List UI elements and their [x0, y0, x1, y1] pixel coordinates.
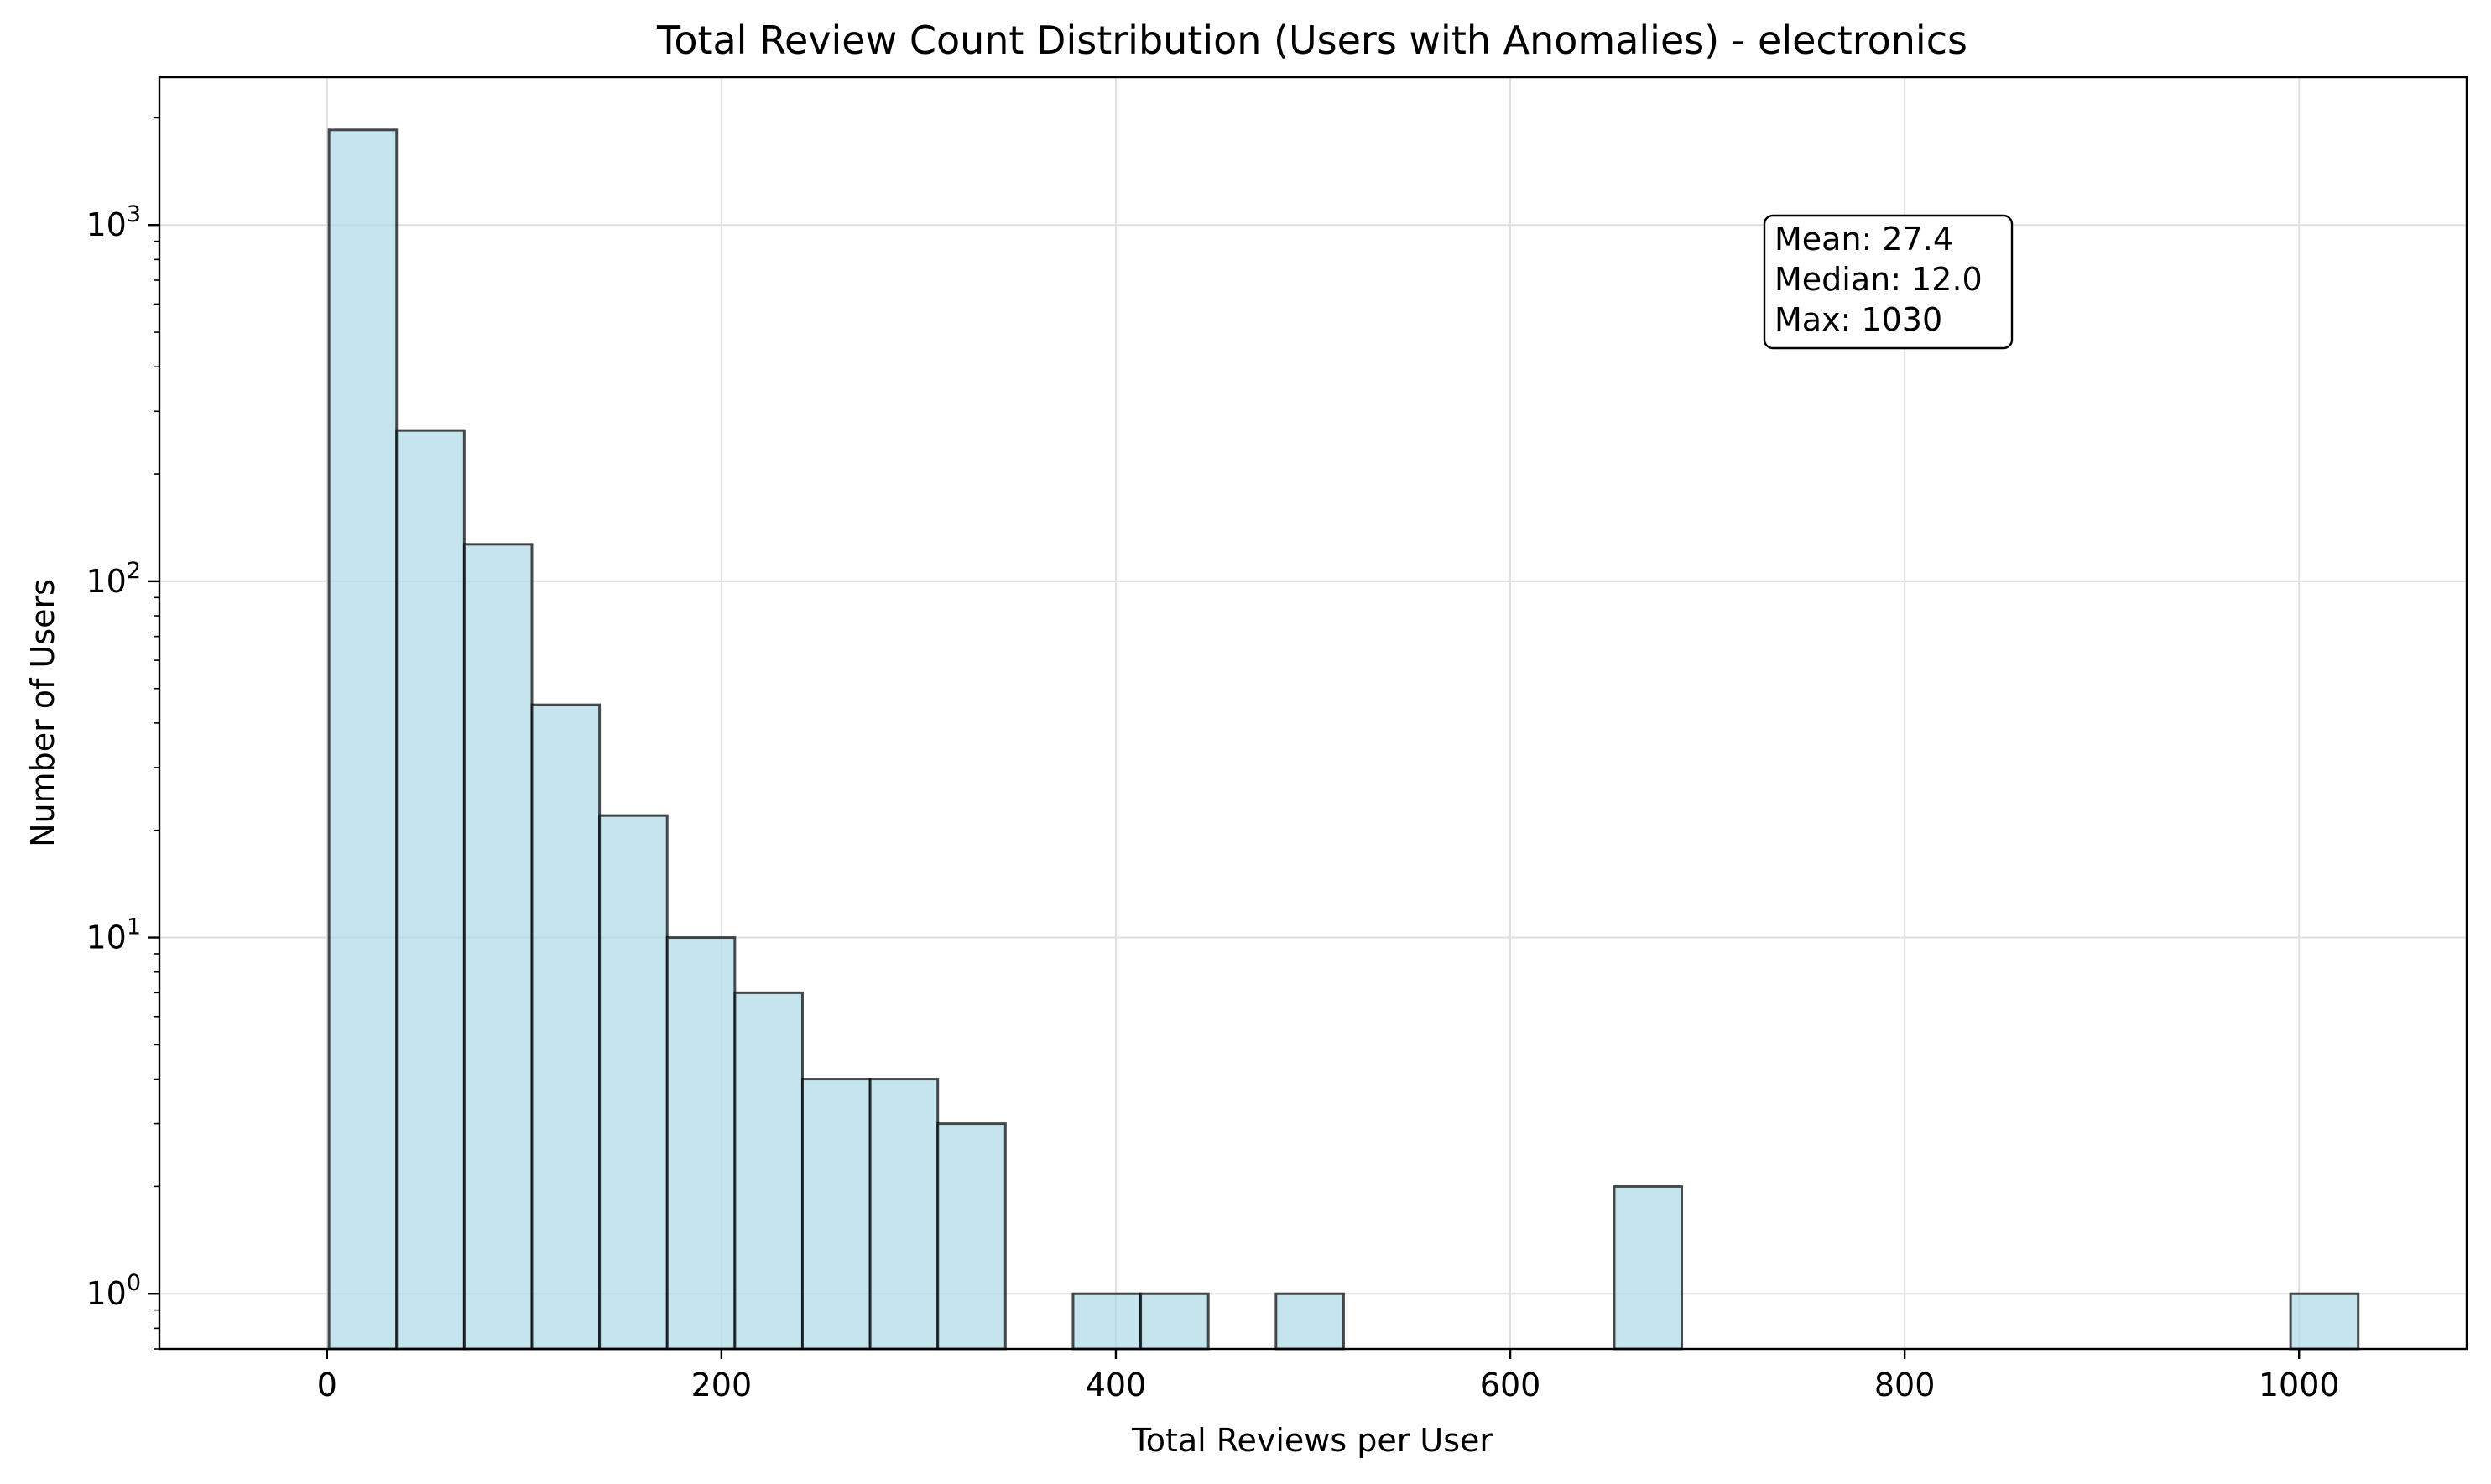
histogram-bar	[598, 814, 669, 1351]
x-axis-label: Total Reviews per User	[1131, 1422, 1493, 1459]
stats-median: Median: 12.0	[1774, 261, 1983, 298]
histogram-bar	[327, 128, 399, 1351]
x-tick-label: 800	[1874, 1367, 1936, 1403]
histogram-bar	[1139, 1292, 1210, 1351]
stats-annotation: Mean: 27.4 Median: 12.0 Max: 1030	[1763, 214, 2014, 350]
histogram-bar	[733, 991, 804, 1351]
y-tick-label: 102	[86, 558, 141, 600]
histogram-bars	[327, 128, 2360, 1351]
x-axis-ticks: 0 200 400 600 800 1000	[317, 1349, 2340, 1403]
y-tick-label: 101	[86, 914, 141, 956]
histogram-bar	[1071, 1292, 1143, 1351]
x-tick-label: 400	[1086, 1367, 1147, 1403]
y-axis-label: Number of Users	[24, 579, 61, 847]
chart-title: Total Review Count Distribution (Users w…	[656, 18, 1967, 63]
y-tick-label: 100	[86, 1270, 141, 1312]
plot-frame	[158, 76, 2468, 1351]
x-tick-label: 0	[317, 1367, 337, 1403]
stats-box-frame	[1763, 214, 2014, 350]
histogram-bar	[936, 1122, 1007, 1351]
x-tick-label: 200	[691, 1367, 753, 1403]
histogram-bar	[868, 1078, 940, 1351]
histogram-bar	[800, 1078, 872, 1351]
y-axis-ticks: 100 101 102 103	[86, 117, 159, 1350]
histogram-bar	[462, 543, 534, 1351]
y-tick-label: 103	[86, 201, 141, 243]
stats-mean: Mean: 27.4	[1774, 221, 1953, 258]
histogram-bar	[395, 429, 466, 1351]
histogram-bar	[530, 703, 602, 1351]
histogram-bar	[1274, 1292, 1345, 1351]
histogram-bar	[665, 936, 737, 1351]
histogram-bar	[1613, 1185, 1684, 1351]
stats-max: Max: 1030	[1774, 301, 1942, 338]
x-tick-label: 1000	[2259, 1367, 2340, 1403]
x-tick-label: 600	[1480, 1367, 1541, 1403]
histogram-bar	[2289, 1292, 2360, 1351]
